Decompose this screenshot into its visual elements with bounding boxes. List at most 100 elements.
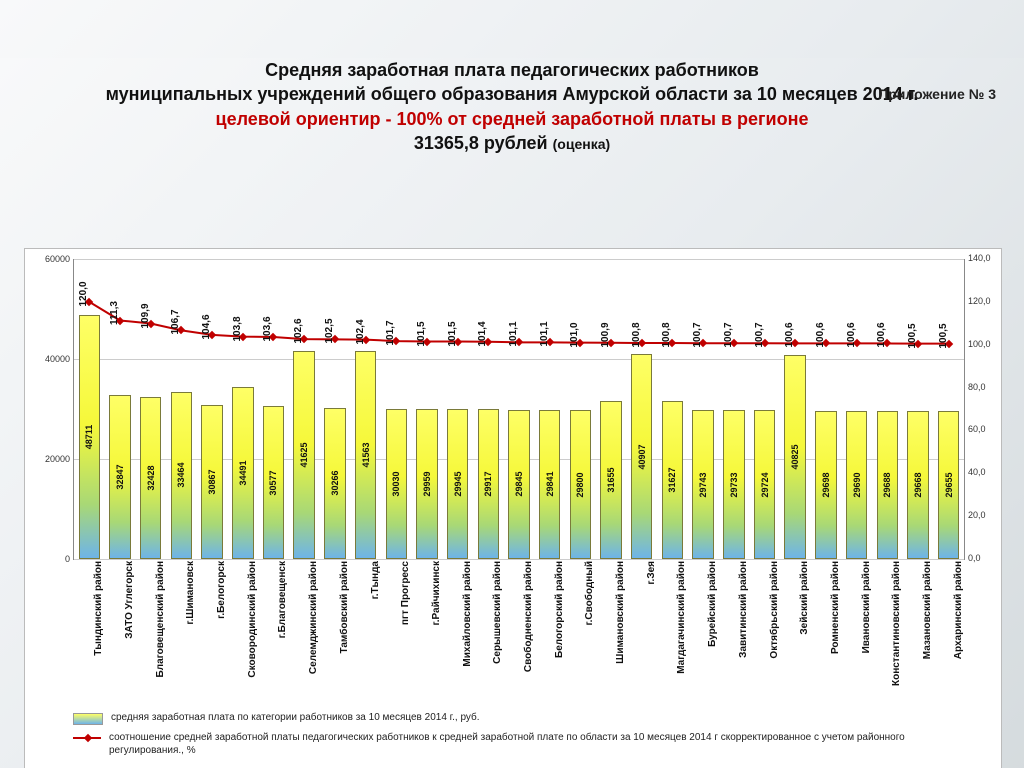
- line-value: 100,6: [876, 323, 887, 348]
- bar: 48711: [79, 315, 100, 559]
- line-swatch-icon: [73, 737, 101, 739]
- bar: 29845: [508, 410, 529, 559]
- line-value: 102,6: [293, 319, 304, 344]
- x-category-label: Белогорский район: [554, 561, 565, 658]
- bar: 33464: [171, 392, 192, 559]
- bar-value: 32428: [146, 465, 156, 490]
- x-category-label: г.Белогорск: [216, 561, 227, 619]
- line-value: 100,8: [661, 322, 672, 347]
- bar-value: 41625: [299, 442, 309, 467]
- title-line3: целевой ориентир - 100% от средней зараб…: [40, 107, 984, 131]
- y-left-tick: 60000: [36, 254, 70, 264]
- bar-value: 31627: [667, 467, 677, 492]
- x-category-label: г.Шимановск: [185, 561, 196, 625]
- x-category-label: Ромненский район: [830, 561, 841, 654]
- x-category-label: Завитинский район: [738, 561, 749, 658]
- chart-frame: 02000040000600000,020,040,060,080,0100,0…: [24, 248, 1002, 768]
- line-value: 101,7: [385, 321, 396, 346]
- x-category-label: Сковородинский район: [247, 561, 258, 678]
- x-category-label: Тамбовский район: [339, 561, 350, 653]
- bar-value: 29845: [514, 472, 524, 497]
- x-category-label: Архаринский район: [953, 561, 964, 659]
- bar: 30577: [263, 406, 284, 559]
- grid-line: 40000: [74, 359, 964, 360]
- x-category-label: Свободненский район: [523, 561, 534, 672]
- bar-value: 29959: [422, 472, 432, 497]
- line-value: 101,5: [416, 321, 427, 346]
- x-category-label: Зейский район: [799, 561, 810, 635]
- page: Приложение № 3 Средняя заработная плата …: [0, 58, 1024, 768]
- line-value: 120,0: [78, 281, 89, 306]
- bar-value: 29688: [882, 472, 892, 497]
- bar-value: 29655: [944, 472, 954, 497]
- y-right-tick: 140,0: [968, 253, 998, 263]
- bar-value: 30030: [391, 471, 401, 496]
- x-category-label: г.Свободный: [584, 561, 595, 626]
- bar-value: 29690: [852, 472, 862, 497]
- line-value: 101,1: [508, 322, 519, 347]
- y-right-tick: 0,0: [968, 553, 998, 563]
- bar: 29690: [846, 411, 867, 559]
- x-category-label: г.Райчихинск: [431, 561, 442, 625]
- bar-value: 29917: [483, 472, 493, 497]
- bar-value: 29724: [760, 472, 770, 497]
- line-value: 100,6: [846, 323, 857, 348]
- bar-value: 30867: [207, 469, 217, 494]
- line-value: 100,7: [754, 323, 765, 348]
- bar: 29841: [539, 410, 560, 559]
- y-right-tick: 20,0: [968, 510, 998, 520]
- line-value: 106,7: [170, 310, 181, 335]
- bar-value: 29841: [545, 472, 555, 497]
- plot-area: 02000040000600000,020,040,060,080,0100,0…: [73, 259, 965, 560]
- line-value: 100,6: [784, 323, 795, 348]
- bar-swatch-icon: [73, 713, 103, 725]
- legend-text-bar: средняя заработная плата по категории ра…: [111, 711, 963, 724]
- line-value: 101,5: [447, 321, 458, 346]
- bar: 29917: [478, 409, 499, 559]
- grid-line: 0: [74, 559, 964, 560]
- y-right-tick: 80,0: [968, 382, 998, 392]
- bar-value: 40907: [637, 444, 647, 469]
- bar-value: 29668: [913, 472, 923, 497]
- bar: 29959: [416, 409, 437, 559]
- x-category-label: ЗАТО Углегорск: [124, 561, 135, 639]
- bar: 29698: [815, 411, 836, 559]
- x-category-label: Серышевский район: [492, 561, 503, 664]
- bar: 29668: [907, 411, 928, 559]
- line-value: 103,6: [262, 316, 273, 341]
- line-value: 102,5: [324, 319, 335, 344]
- line-value: 100,5: [938, 323, 949, 348]
- bar-value: 29733: [729, 472, 739, 497]
- y-right-tick: 40,0: [968, 467, 998, 477]
- line-value: 111,3: [109, 301, 120, 325]
- bar: 40907: [631, 354, 652, 559]
- bar-value: 48711: [84, 425, 94, 450]
- bar-value: 40825: [790, 444, 800, 469]
- legend-item-bar: средняя заработная плата по категории ра…: [73, 711, 963, 725]
- x-category-label: Благовещенский район: [155, 561, 166, 677]
- x-category-label: Магдагачинский район: [676, 561, 687, 674]
- bar: 40825: [784, 355, 805, 559]
- bar-value: 29698: [821, 472, 831, 497]
- line-value: 100,7: [723, 323, 734, 348]
- line-value: 100,6: [815, 323, 826, 348]
- y-right-tick: 60,0: [968, 424, 998, 434]
- bar-value: 34491: [238, 460, 248, 485]
- bar: 29688: [877, 411, 898, 559]
- x-category-label: Мазановский район: [922, 561, 933, 659]
- x-category-label: Шимановский район: [615, 561, 626, 664]
- bar-value: 33464: [176, 463, 186, 488]
- bar: 31655: [600, 401, 621, 559]
- bar: 30030: [386, 409, 407, 559]
- title-line2: муниципальных учреждений общего образова…: [40, 82, 984, 106]
- y-left-tick: 0: [36, 554, 70, 564]
- bar: 30867: [201, 405, 222, 559]
- bar: 32428: [140, 397, 161, 559]
- bar: 34491: [232, 387, 253, 559]
- bar: 29945: [447, 409, 468, 559]
- attachment-label: Приложение № 3: [878, 86, 996, 102]
- bar: 31627: [662, 401, 683, 559]
- x-category-label: г.Зея: [646, 561, 657, 585]
- line-value: 100,9: [600, 322, 611, 347]
- bar-value: 29743: [698, 472, 708, 497]
